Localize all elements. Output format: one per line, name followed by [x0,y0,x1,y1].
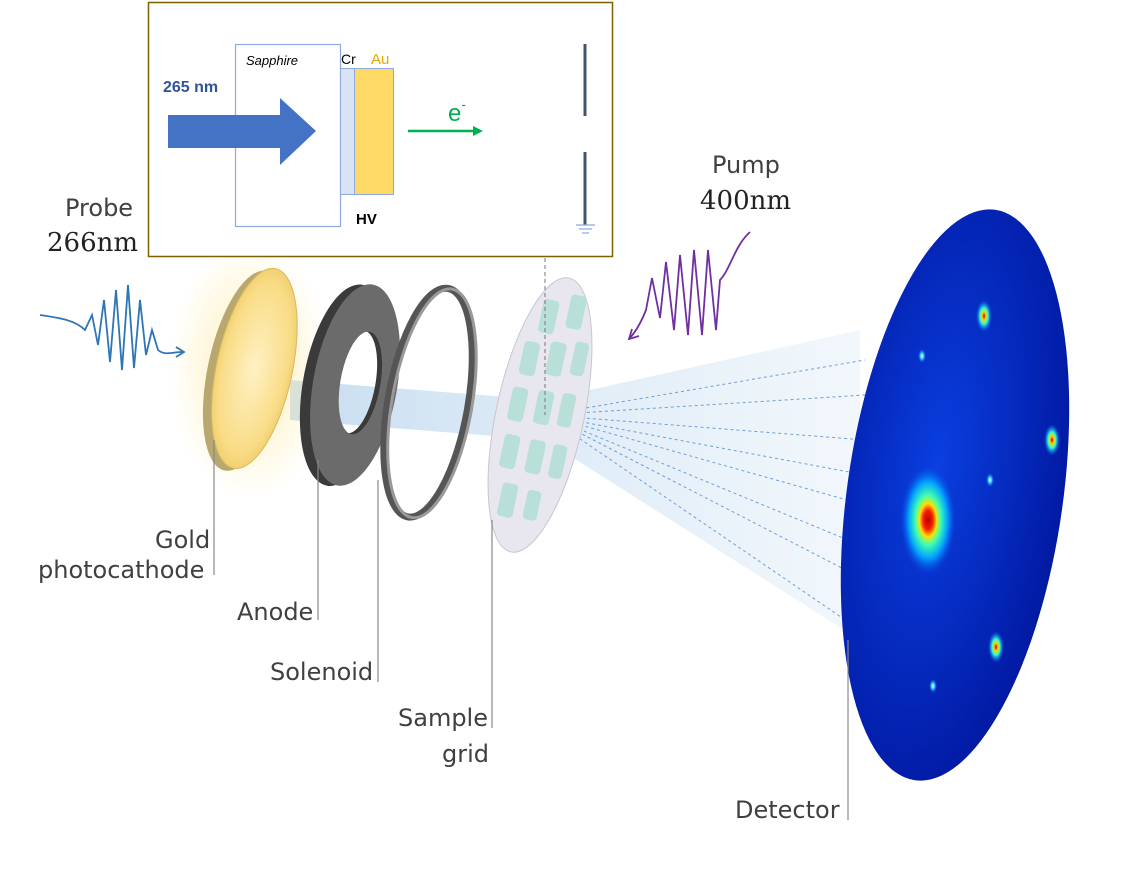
pump-label: Pump [712,151,780,179]
photocathode-inset: Sapphire Cr Au 265 nm e- HV [147,1,614,258]
gold-photocathode [202,267,298,471]
cr-label: Cr [341,51,356,67]
label-gold: Gold [155,526,210,554]
diffraction-spot [988,631,1004,663]
uv-arrow [168,98,316,165]
label-detector: Detector [735,796,840,824]
hv-label: HV [356,211,377,228]
diffraction-spot [929,679,937,693]
electron-beam [290,330,860,640]
pump-wavelength: 400nm [700,186,791,216]
diffraction-spot-center [900,465,956,575]
au-layer [354,68,394,195]
label-anode: Anode [237,598,313,626]
pump-pulse [629,231,751,339]
label-solenoid: Solenoid [270,658,373,686]
electron-arrow [473,126,483,136]
pump-arrowhead [627,328,640,341]
sample-grid [487,277,593,553]
cr-layer [340,68,355,195]
diffraction-rays [544,359,866,631]
anode [299,284,401,486]
diffraction-spot [986,473,994,487]
solenoid [380,284,478,521]
probe-wavelength: 266nm [47,228,138,258]
label-photocathode: photocathode [38,556,204,584]
label-grid: grid [442,740,489,768]
probe-label: Probe [65,194,133,222]
diffraction-spot [976,300,992,332]
diffraction-spot [1044,424,1060,456]
electron-label: e- [448,96,466,127]
au-label: Au [371,51,389,68]
ground-icon [576,224,595,234]
detector [840,209,1070,781]
sapphire-label: Sapphire [246,53,298,68]
uv-wavelength-label: 265 nm [163,79,218,96]
probe-arrowhead [175,346,186,358]
probe-pulse [39,284,183,371]
diffraction-spot [918,349,926,363]
label-sample: Sample [398,704,488,732]
